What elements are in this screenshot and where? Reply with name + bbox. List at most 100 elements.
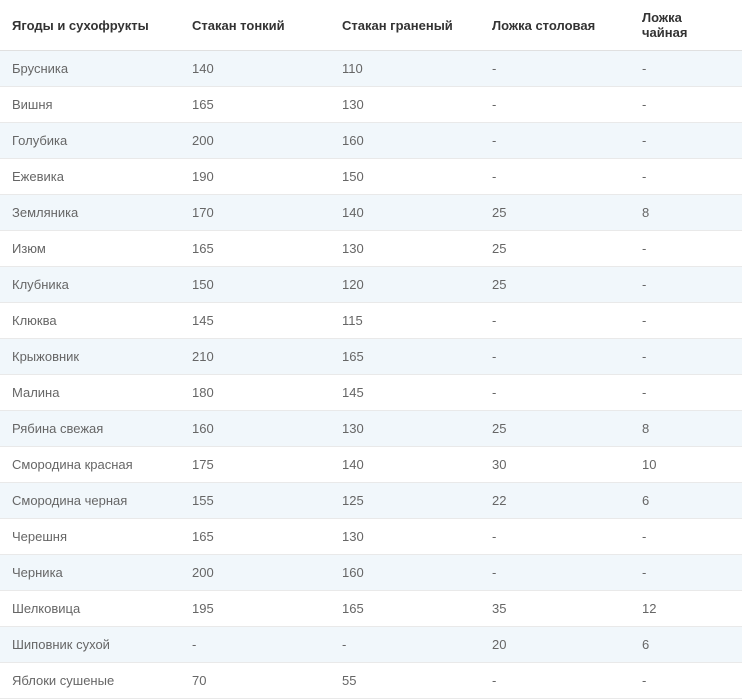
table-cell: 195 <box>180 591 330 627</box>
table-cell: - <box>630 519 742 555</box>
table-cell: 210 <box>180 339 330 375</box>
table-cell: 30 <box>480 447 630 483</box>
col-header-product: Ягоды и сухофрукты <box>0 0 180 51</box>
table-cell: - <box>630 339 742 375</box>
table-cell: Яблоки сушеные <box>0 663 180 699</box>
table-cell: 160 <box>330 555 480 591</box>
table-cell: 180 <box>180 375 330 411</box>
table-cell: Крыжовник <box>0 339 180 375</box>
table-row: Черника200160-- <box>0 555 742 591</box>
table-cell: 35 <box>480 591 630 627</box>
col-header-teaspoon: Ложка чайная <box>630 0 742 51</box>
table-row: Яблоки сушеные7055-- <box>0 663 742 699</box>
table-cell: Вишня <box>0 87 180 123</box>
table-cell: - <box>480 519 630 555</box>
table-cell: 130 <box>330 519 480 555</box>
table-cell: 165 <box>180 231 330 267</box>
table-cell: 200 <box>180 555 330 591</box>
table-cell: - <box>330 627 480 663</box>
table-cell: 140 <box>330 195 480 231</box>
table-cell: - <box>630 159 742 195</box>
table-cell: 25 <box>480 195 630 231</box>
table-cell: Изюм <box>0 231 180 267</box>
table-cell: - <box>480 123 630 159</box>
table-cell: 140 <box>180 51 330 87</box>
table-cell: - <box>630 123 742 159</box>
table-cell: 160 <box>330 123 480 159</box>
table-cell: Смородина черная <box>0 483 180 519</box>
table-cell: - <box>480 375 630 411</box>
measurements-table: Ягоды и сухофрукты Стакан тонкий Стакан … <box>0 0 742 699</box>
table-cell: 8 <box>630 195 742 231</box>
table-cell: - <box>630 87 742 123</box>
table-cell: 6 <box>630 627 742 663</box>
table-row: Клубника15012025- <box>0 267 742 303</box>
table-row: Брусника140110-- <box>0 51 742 87</box>
table-cell: Ежевика <box>0 159 180 195</box>
table-cell: 8 <box>630 411 742 447</box>
table-header: Ягоды и сухофрукты Стакан тонкий Стакан … <box>0 0 742 51</box>
table-cell: 12 <box>630 591 742 627</box>
table-cell: 6 <box>630 483 742 519</box>
table-cell: 70 <box>180 663 330 699</box>
table-cell: 145 <box>330 375 480 411</box>
table-row: Клюква145115-- <box>0 303 742 339</box>
table-cell: 165 <box>180 87 330 123</box>
table-row: Шелковица1951653512 <box>0 591 742 627</box>
col-header-faceted-glass: Стакан граненый <box>330 0 480 51</box>
table-cell: - <box>630 663 742 699</box>
col-header-tablespoon: Ложка столовая <box>480 0 630 51</box>
table-cell: 130 <box>330 231 480 267</box>
table-cell: - <box>480 159 630 195</box>
table-cell: 160 <box>180 411 330 447</box>
table-cell: 175 <box>180 447 330 483</box>
table-cell: Клубника <box>0 267 180 303</box>
table-cell: 170 <box>180 195 330 231</box>
table-cell: - <box>630 267 742 303</box>
table-cell: - <box>480 87 630 123</box>
table-cell: Малина <box>0 375 180 411</box>
table-cell: 130 <box>330 87 480 123</box>
table-cell: - <box>480 339 630 375</box>
table-cell: 22 <box>480 483 630 519</box>
table-cell: 125 <box>330 483 480 519</box>
table-row: Смородина черная155125226 <box>0 483 742 519</box>
table-cell: - <box>480 303 630 339</box>
table-cell: 115 <box>330 303 480 339</box>
table-cell: - <box>180 627 330 663</box>
table-cell: - <box>630 231 742 267</box>
table-row: Вишня165130-- <box>0 87 742 123</box>
table-row: Ежевика190150-- <box>0 159 742 195</box>
table-cell: 25 <box>480 267 630 303</box>
table-cell: Черника <box>0 555 180 591</box>
table-cell: 165 <box>180 519 330 555</box>
table-cell: Рябина свежая <box>0 411 180 447</box>
table-cell: 155 <box>180 483 330 519</box>
table-cell: 150 <box>180 267 330 303</box>
table-cell: Клюква <box>0 303 180 339</box>
table-cell: - <box>630 303 742 339</box>
table-cell: - <box>480 555 630 591</box>
table-cell: 190 <box>180 159 330 195</box>
table-cell: 130 <box>330 411 480 447</box>
table-cell: 20 <box>480 627 630 663</box>
table-cell: Земляника <box>0 195 180 231</box>
table-row: Изюм16513025- <box>0 231 742 267</box>
table-cell: - <box>480 663 630 699</box>
table-cell: - <box>480 51 630 87</box>
table-row: Земляника170140258 <box>0 195 742 231</box>
table-cell: 200 <box>180 123 330 159</box>
table-cell: - <box>630 51 742 87</box>
table-row: Рябина свежая160130258 <box>0 411 742 447</box>
table-row: Голубика200160-- <box>0 123 742 159</box>
table-cell: 55 <box>330 663 480 699</box>
col-header-thin-glass: Стакан тонкий <box>180 0 330 51</box>
table-cell: Смородина красная <box>0 447 180 483</box>
table-cell: 140 <box>330 447 480 483</box>
table-cell: - <box>630 555 742 591</box>
table-cell: 145 <box>180 303 330 339</box>
table-row: Черешня165130-- <box>0 519 742 555</box>
table-cell: 150 <box>330 159 480 195</box>
table-cell: Черешня <box>0 519 180 555</box>
table-cell: - <box>630 375 742 411</box>
